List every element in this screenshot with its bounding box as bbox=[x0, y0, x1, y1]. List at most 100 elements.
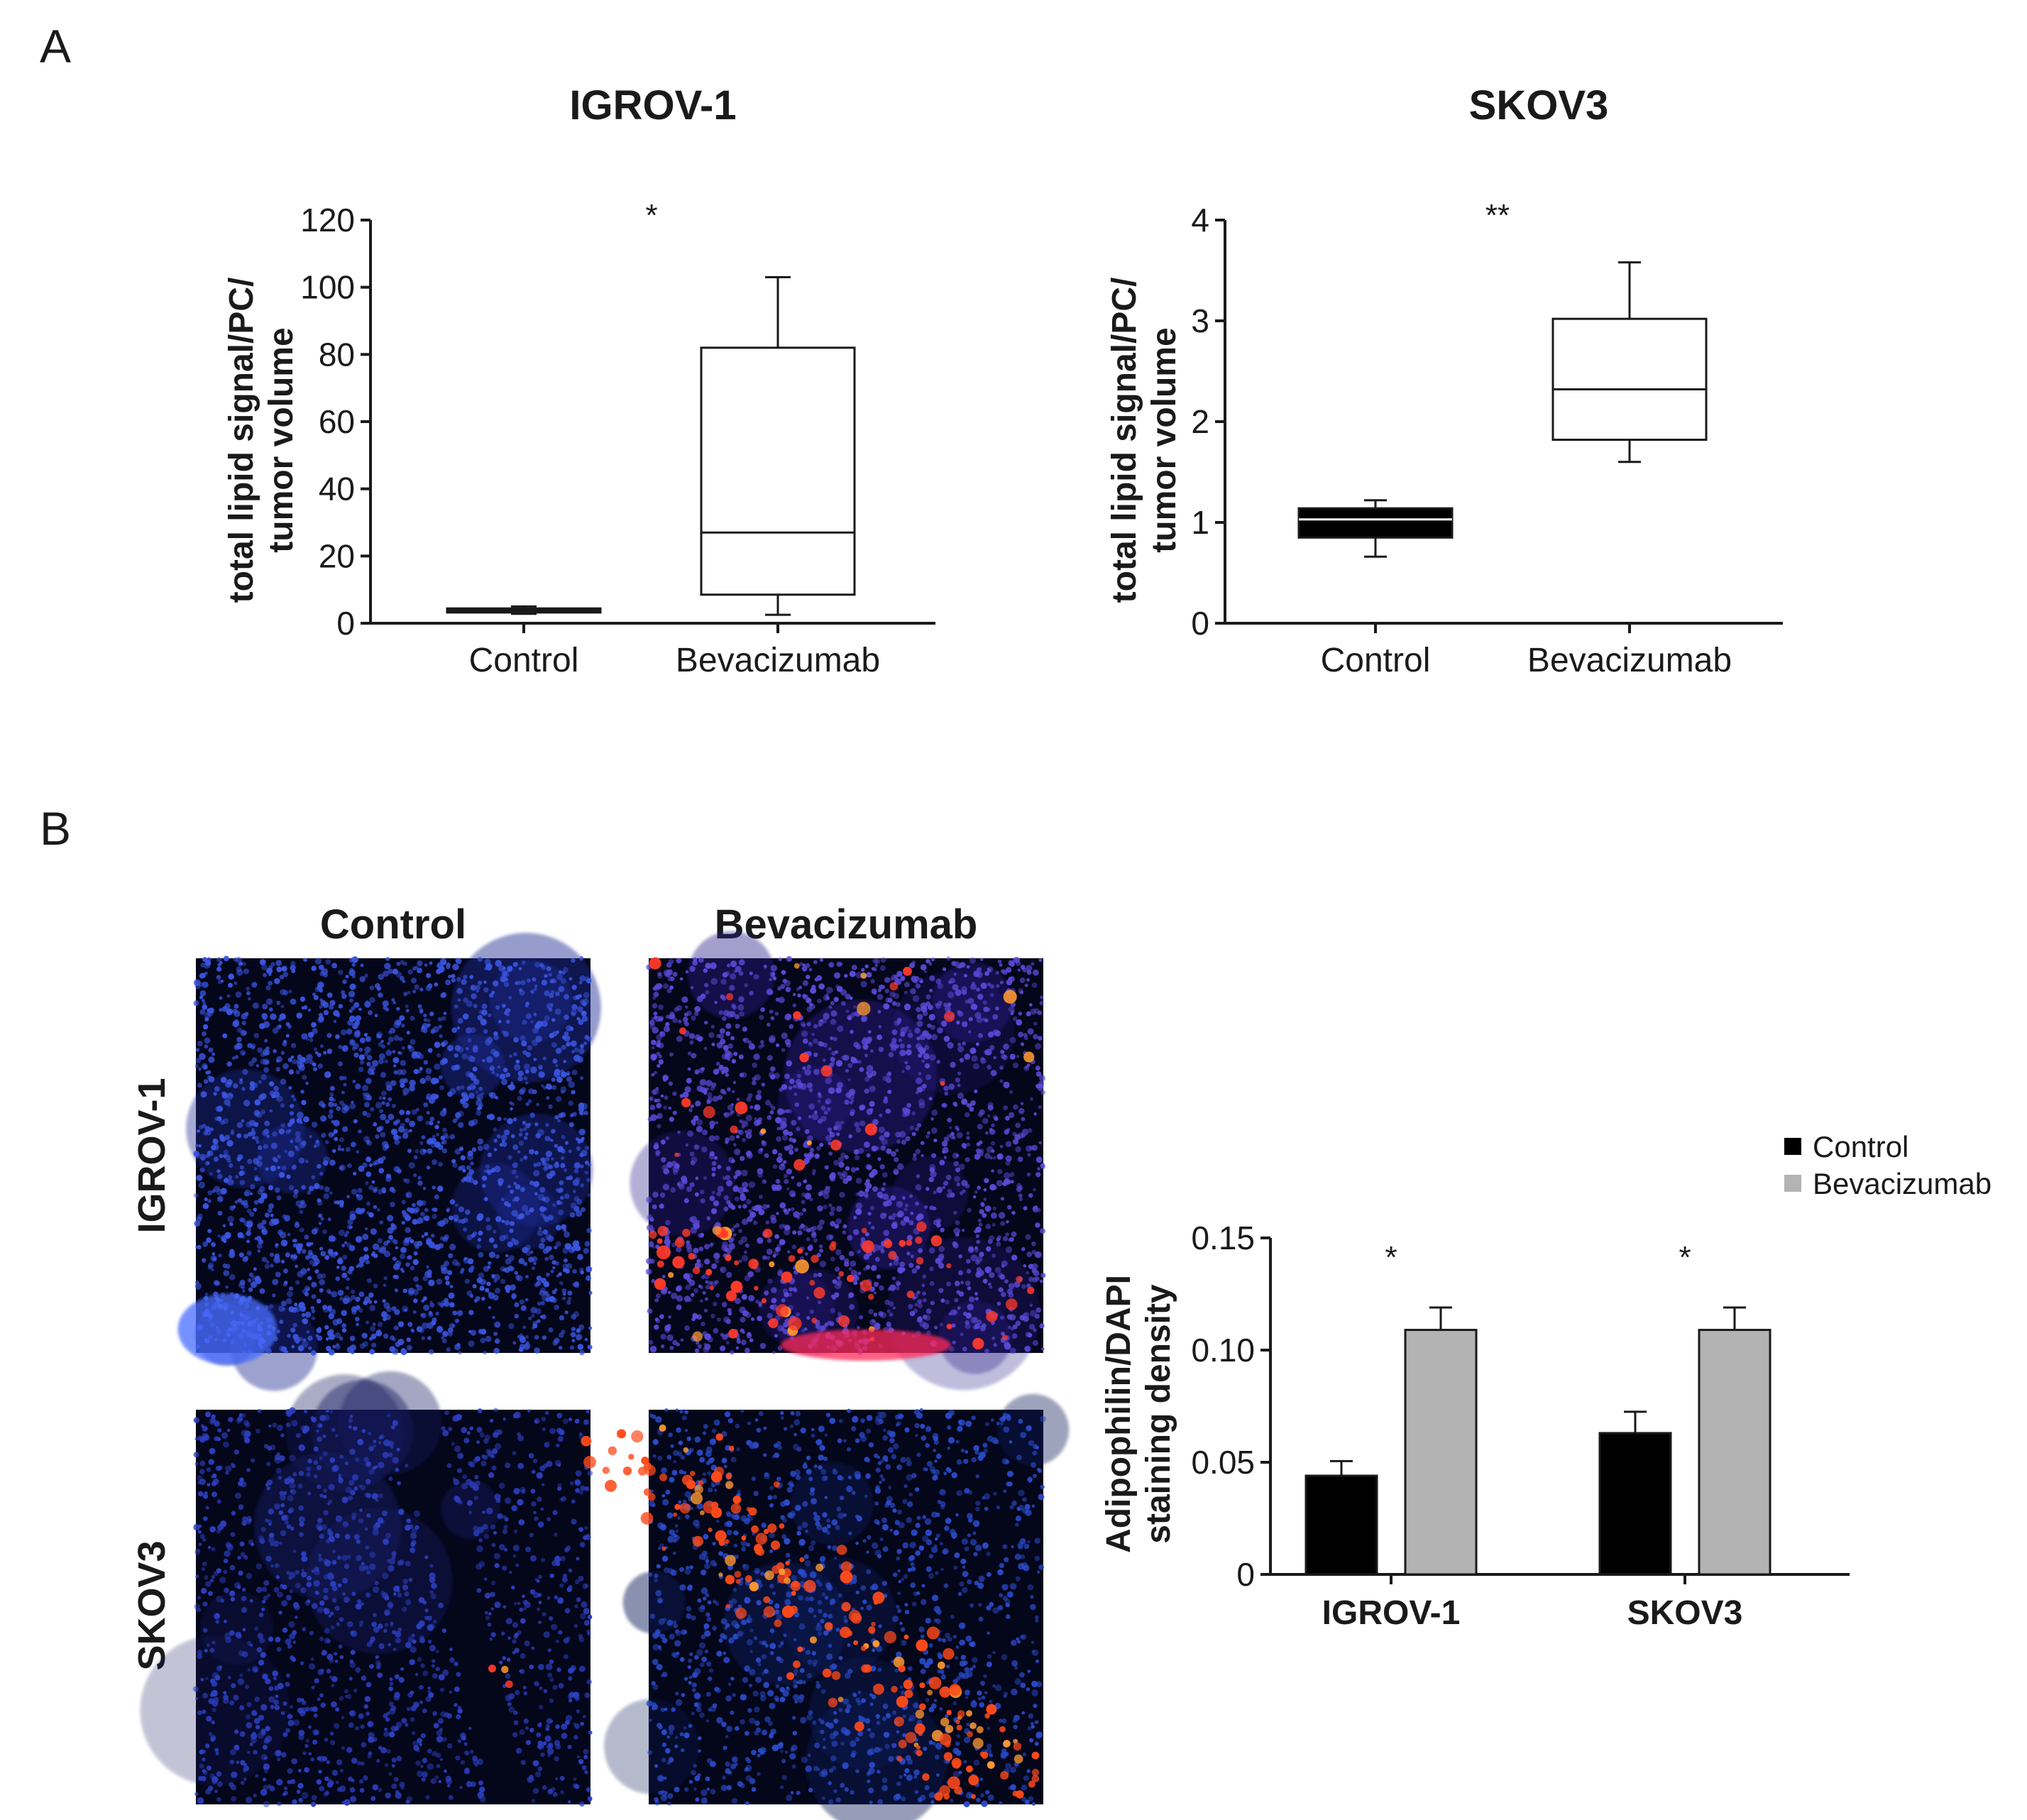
nucleus bbox=[692, 1122, 696, 1126]
nucleus bbox=[366, 1171, 372, 1178]
nucleus bbox=[417, 1285, 422, 1291]
nucleus bbox=[942, 1185, 946, 1190]
nucleus bbox=[400, 960, 405, 965]
nucleus bbox=[662, 1183, 670, 1191]
y-tick-label: 60 bbox=[319, 403, 355, 440]
nucleus bbox=[492, 980, 499, 987]
nucleus bbox=[272, 1131, 278, 1137]
nucleus bbox=[234, 1004, 239, 1009]
nucleus bbox=[705, 1280, 709, 1284]
nucleus bbox=[560, 1086, 567, 1093]
nucleus bbox=[524, 1069, 529, 1074]
nucleus bbox=[989, 1285, 993, 1289]
nucleus bbox=[952, 1102, 957, 1107]
nucleus bbox=[723, 1176, 727, 1180]
nucleus bbox=[756, 1119, 762, 1126]
nucleus bbox=[940, 1227, 945, 1233]
nucleus bbox=[554, 1114, 559, 1120]
nucleus bbox=[837, 1276, 841, 1280]
nucleus bbox=[771, 1149, 778, 1155]
nucleus bbox=[214, 1789, 218, 1793]
nucleus bbox=[558, 1332, 564, 1338]
nucleus bbox=[319, 964, 324, 970]
nucleus bbox=[757, 1315, 762, 1322]
nucleus bbox=[757, 1237, 764, 1244]
nucleus bbox=[504, 1011, 508, 1015]
nucleus bbox=[991, 1336, 996, 1340]
nucleus bbox=[781, 1032, 788, 1039]
nucleus bbox=[1010, 1180, 1014, 1184]
nucleus bbox=[476, 989, 479, 993]
nucleus bbox=[568, 977, 573, 981]
nucleus bbox=[349, 1102, 356, 1109]
nucleus bbox=[290, 960, 296, 967]
nucleus bbox=[316, 1327, 322, 1334]
nucleus bbox=[308, 1185, 314, 1192]
nucleus bbox=[1022, 967, 1028, 973]
nucleus bbox=[660, 1094, 664, 1098]
nucleus bbox=[745, 1132, 752, 1139]
nucleus bbox=[336, 1759, 343, 1765]
nucleus bbox=[1038, 1105, 1042, 1109]
nucleus bbox=[402, 1178, 407, 1183]
nucleus bbox=[911, 1268, 918, 1274]
nucleus bbox=[1023, 1065, 1030, 1071]
nucleus bbox=[965, 1183, 970, 1189]
nucleus bbox=[819, 958, 824, 963]
nucleus bbox=[341, 1323, 347, 1328]
nucleus bbox=[366, 1156, 372, 1163]
nucleus bbox=[211, 1241, 216, 1247]
nucleus bbox=[563, 1168, 568, 1173]
lipid-droplet bbox=[688, 1253, 696, 1260]
nucleus bbox=[410, 977, 417, 984]
nucleus bbox=[224, 1550, 231, 1557]
nucleus bbox=[307, 1268, 311, 1271]
nucleus bbox=[571, 1069, 578, 1075]
nucleus bbox=[961, 1229, 965, 1232]
nucleus bbox=[533, 1180, 539, 1188]
nucleus bbox=[485, 1164, 490, 1169]
nucleus bbox=[908, 1029, 912, 1033]
nucleus bbox=[273, 1048, 277, 1053]
nucleus bbox=[375, 1102, 383, 1109]
nucleus bbox=[427, 1019, 431, 1023]
nucleus bbox=[296, 1012, 303, 1019]
nucleus bbox=[317, 1436, 322, 1442]
nucleus bbox=[488, 1291, 492, 1295]
nucleus bbox=[470, 985, 477, 991]
lipid-droplet bbox=[868, 1293, 874, 1300]
nucleus bbox=[213, 1092, 217, 1096]
nucleus bbox=[877, 1034, 883, 1041]
nucleus bbox=[554, 1533, 558, 1537]
nucleus bbox=[727, 1104, 733, 1111]
nucleus bbox=[916, 1317, 923, 1323]
nucleus bbox=[277, 1166, 281, 1170]
lipid-droplet bbox=[793, 1011, 801, 1019]
nucleus bbox=[198, 1181, 205, 1189]
nucleus bbox=[314, 958, 322, 965]
nucleus bbox=[714, 1259, 720, 1263]
nucleus bbox=[366, 1570, 371, 1574]
nucleus bbox=[193, 1151, 199, 1157]
nucleus bbox=[922, 1083, 927, 1089]
nucleus bbox=[704, 1244, 710, 1250]
nucleus bbox=[386, 1239, 391, 1244]
nucleus bbox=[291, 1166, 297, 1171]
nucleus bbox=[567, 1800, 571, 1804]
nucleus bbox=[980, 1058, 987, 1064]
nucleus bbox=[488, 1237, 495, 1243]
nucleus bbox=[529, 1149, 534, 1155]
nucleus bbox=[792, 1003, 797, 1008]
nucleus bbox=[579, 999, 586, 1006]
nucleus bbox=[775, 1184, 781, 1190]
nucleus bbox=[579, 1801, 585, 1807]
nucleus bbox=[194, 1792, 199, 1796]
nucleus bbox=[378, 1643, 385, 1650]
nucleus bbox=[405, 1004, 409, 1009]
nucleus bbox=[960, 962, 966, 968]
nucleus bbox=[423, 1304, 430, 1311]
nucleus bbox=[669, 1117, 674, 1122]
nucleus bbox=[258, 1080, 262, 1084]
nucleus bbox=[513, 1181, 517, 1185]
nucleus bbox=[677, 1130, 681, 1134]
